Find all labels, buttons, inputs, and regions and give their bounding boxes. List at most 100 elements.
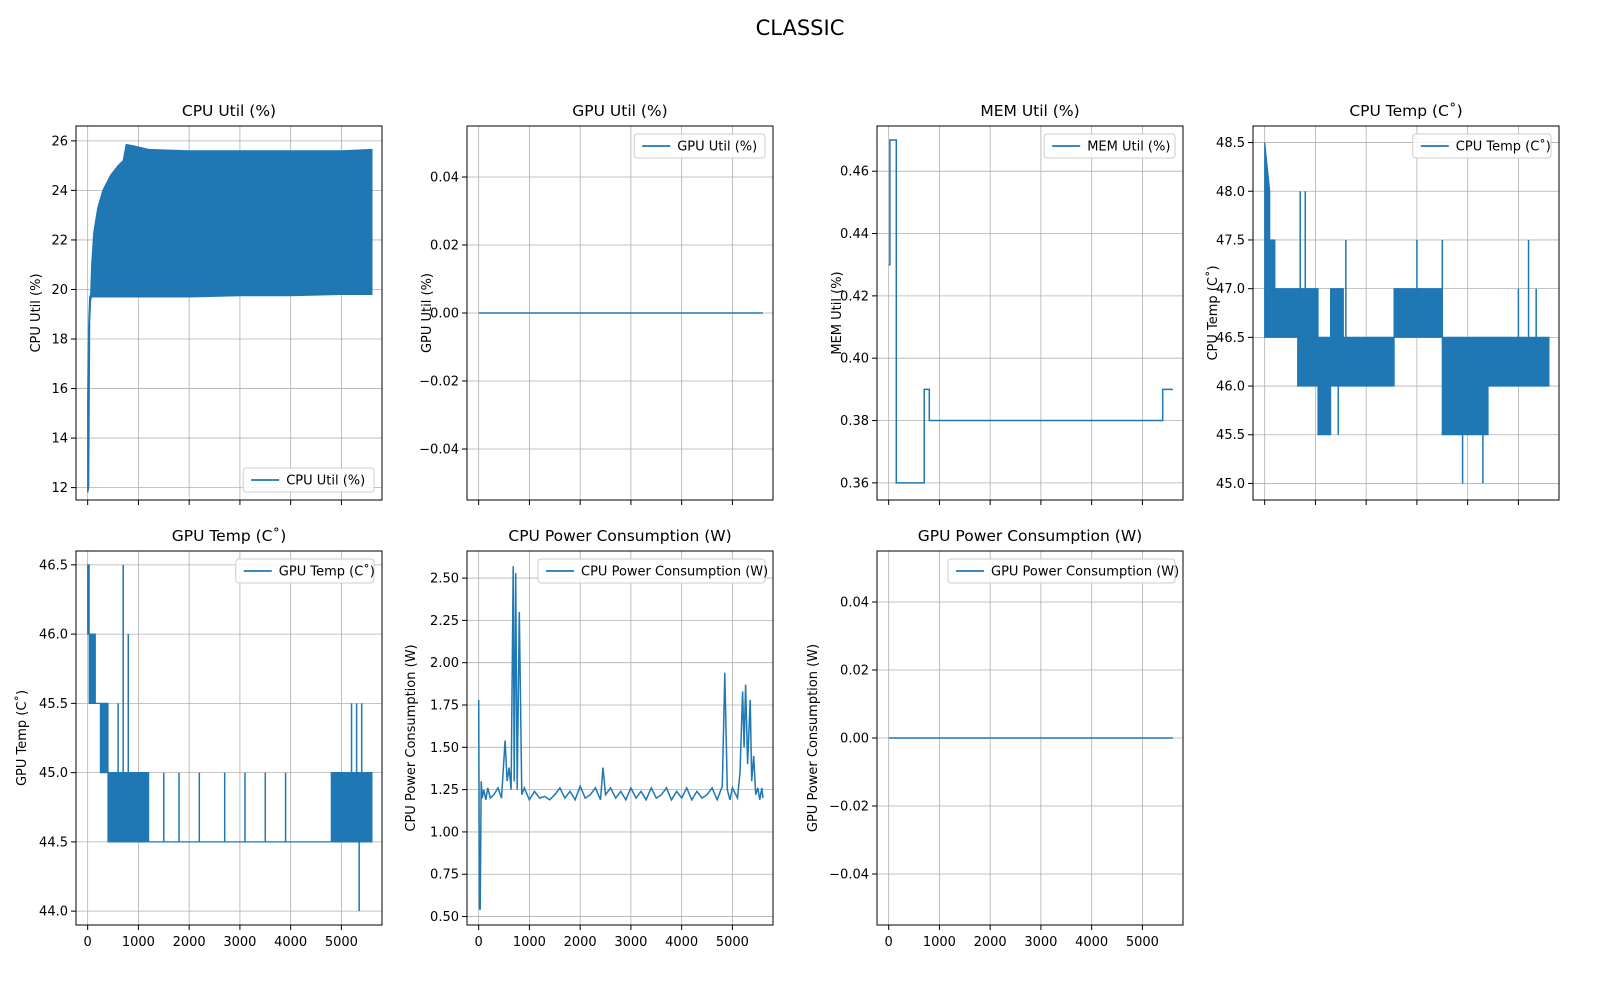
- series-line: [87, 564, 373, 912]
- legend-box: [235, 558, 375, 584]
- series-band: [87, 143, 373, 493]
- y-tick-label: 45.5: [1216, 428, 1245, 443]
- series-band: [87, 564, 373, 843]
- y-tick-label: 48.0: [1216, 185, 1245, 200]
- series-line: [888, 139, 1173, 484]
- axes-frame: [466, 550, 774, 926]
- y-tick-label: 0.42: [840, 289, 869, 304]
- y-tick-label: 44.0: [39, 905, 68, 920]
- y-tick-label: 46.0: [1216, 380, 1245, 395]
- y-tick-label: 1.50: [430, 741, 459, 756]
- chart-title: CPU Temp (C˚): [1349, 102, 1462, 120]
- y-tick-label: 0.02: [430, 239, 459, 254]
- x-tick-label: 0: [475, 935, 483, 950]
- axes-frame: [466, 125, 774, 501]
- y-tick-label: 26: [51, 134, 68, 149]
- y-tick-label: −0.02: [829, 800, 869, 815]
- chart-cpu-temp: CPU Temp (C˚) CPU Temp (C˚) 45.0 45.5 46.0 46…: [1205, 102, 1560, 513]
- x-tick-label: 3000: [1024, 935, 1057, 950]
- chart-title: GPU Power Consumption (W): [918, 527, 1142, 545]
- y-tick-label: 0.36: [840, 476, 869, 491]
- legend-box: [242, 467, 375, 493]
- x-tick-label: 3000: [614, 935, 647, 950]
- x-tick-label: 1000: [122, 935, 155, 950]
- x-tick-label: 2000: [564, 935, 597, 950]
- y-tick-label: 0.00: [840, 732, 869, 747]
- series-band: [1264, 142, 1550, 436]
- legend: CPU Power Consumption (W): [537, 558, 768, 584]
- y-tick-label: 0.00: [430, 307, 459, 322]
- y-tick-label: 0.40: [840, 352, 869, 367]
- y-axis-label: GPU Power Consumption (W): [806, 644, 821, 832]
- legend-label: GPU Util (%): [677, 140, 757, 155]
- x-tick-label: 4000: [1075, 935, 1108, 950]
- chart-gpu-util: GPU Util (%) GPU Util (%) −0.04 −0.02 0.00 0.…: [419, 102, 774, 513]
- legend-box: [537, 558, 766, 584]
- legend-label: CPU Power Consumption (W): [581, 565, 768, 580]
- y-tick-label: 2.00: [430, 656, 459, 671]
- y-tick-label: 0.38: [840, 414, 869, 429]
- x-tick-label: 5000: [325, 935, 358, 950]
- chart-gpu-temp: GPU Temp (C˚) GPU Temp (C˚) 0 1000 2000 3000 4…: [14, 527, 383, 950]
- y-axis-label: CPU Util (%): [29, 273, 44, 352]
- y-tick-label: 1.75: [430, 699, 459, 714]
- legend-box: [1043, 133, 1176, 159]
- y-axis-label: CPU Temp (C˚): [1205, 265, 1221, 360]
- y-tick-label: 0.44: [840, 227, 869, 242]
- legend-label: CPU Temp (C˚): [1456, 139, 1551, 155]
- axes-frame: [75, 125, 383, 501]
- y-tick-label: 45.5: [39, 697, 68, 712]
- legend: CPU Temp (C˚): [1412, 133, 1552, 159]
- chart-title: GPU Util (%): [572, 102, 667, 120]
- x-tick-label: 2000: [974, 935, 1007, 950]
- legend-label: MEM Util (%): [1087, 140, 1170, 155]
- chart-cpu-power: CPU Power Consumption (W) CPU Power Consu…: [404, 527, 774, 950]
- legend: GPU Temp (C˚): [235, 558, 375, 584]
- y-tick-label: 22: [51, 233, 68, 248]
- y-tick-label: 47.5: [1216, 233, 1245, 248]
- series-path: [477, 566, 764, 911]
- y-axis-label: GPU Temp (C˚): [14, 690, 30, 786]
- y-tick-label: 12: [51, 481, 68, 496]
- y-tick-label: 48.5: [1216, 136, 1245, 151]
- x-tick-label: 4000: [665, 935, 698, 950]
- y-tick-label: −0.02: [419, 375, 459, 390]
- y-tick-label: 18: [51, 333, 68, 348]
- y-tick-label: 0.02: [840, 664, 869, 679]
- chart-cpu-util: CPU Util (%) CPU Util (%) 12 14 16 18 20 22 24 26…: [29, 102, 383, 513]
- legend: GPU Power Consumption (W): [947, 558, 1179, 584]
- x-tick-label: 4000: [274, 935, 307, 950]
- y-tick-label: 47.0: [1216, 282, 1245, 297]
- legend: CPU Util (%): [242, 467, 375, 493]
- y-axis-label: GPU Util (%): [420, 273, 435, 353]
- x-tick-label: 3000: [223, 935, 256, 950]
- y-tick-label: 14: [51, 432, 68, 447]
- y-tick-label: 0.04: [430, 171, 459, 186]
- legend-box: [947, 558, 1176, 584]
- x-tick-label: 0: [84, 935, 92, 950]
- x-tick-label: 2000: [173, 935, 206, 950]
- y-tick-label: 46.5: [39, 558, 68, 573]
- y-tick-label: 45.0: [39, 766, 68, 781]
- y-tick-label: 2.25: [430, 614, 459, 629]
- legend-box: [1412, 133, 1552, 159]
- grid: [76, 551, 382, 925]
- chart-mem-util: MEM Util (%) MEM Util (%) 0.36 0.38 0.40 0.42…: [830, 102, 1184, 513]
- chart-gpu-power: GPU Power Consumption (W) GPU Power Consu…: [806, 527, 1184, 950]
- y-tick-label: 0.46: [840, 165, 869, 180]
- y-tick-label: 24: [51, 184, 68, 199]
- x-tick-label: 1000: [923, 935, 956, 950]
- legend-label: GPU Power Consumption (W): [991, 565, 1179, 580]
- legend-label: GPU Temp (C˚): [279, 564, 375, 580]
- y-tick-label: −0.04: [829, 868, 869, 883]
- legend: MEM Util (%): [1043, 133, 1176, 159]
- chart-title: CPU Util (%): [182, 102, 276, 120]
- axes-frame: [75, 550, 383, 926]
- y-tick-label: 2.50: [430, 572, 459, 587]
- y-tick-label: 0.04: [840, 596, 869, 611]
- axes-frame: [876, 125, 1184, 501]
- legend-box: [633, 133, 766, 159]
- axes-frame: [876, 550, 1184, 926]
- y-tick-label: 20: [51, 283, 68, 298]
- y-tick-label: −0.04: [419, 443, 459, 458]
